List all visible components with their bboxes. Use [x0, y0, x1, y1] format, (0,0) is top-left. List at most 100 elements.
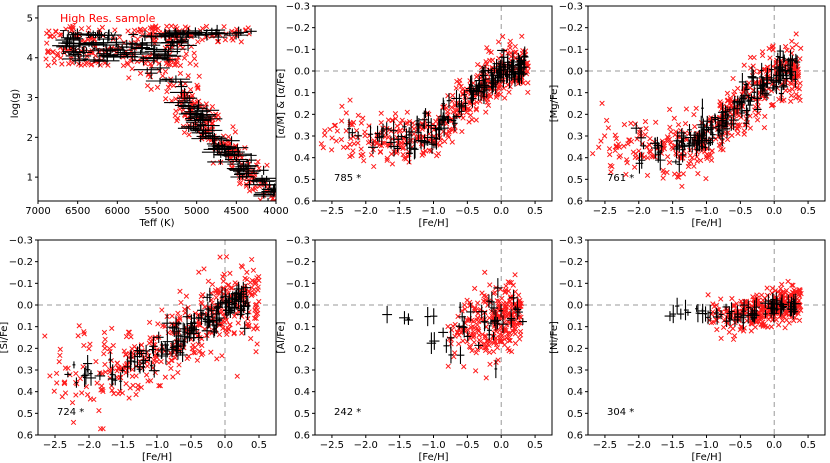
- legend-this-study: This study: [59, 28, 117, 41]
- point-high-res: [51, 388, 57, 394]
- point-this-study: [175, 327, 183, 345]
- point-high-res: [255, 158, 261, 165]
- point-high-res: [478, 345, 484, 351]
- point-this-study: [182, 306, 192, 327]
- point-this-study: [237, 293, 243, 301]
- point-this-study: [490, 310, 501, 331]
- point-high-res: [646, 148, 653, 154]
- point-high-res: [251, 286, 257, 293]
- x-tick-label: 0.5: [800, 440, 816, 451]
- point-high-res: [347, 97, 353, 103]
- point-high-res: [497, 336, 503, 343]
- point-this-study: [98, 34, 118, 44]
- count-label: 242 *: [334, 407, 361, 418]
- point-high-res: [392, 111, 399, 117]
- point-this-study: [439, 109, 443, 131]
- point-high-res: [384, 157, 390, 163]
- x-tick-label: −0.5: [455, 440, 479, 451]
- x-tick-label: 0.0: [493, 440, 509, 451]
- point-high-res: [761, 124, 768, 131]
- point-high-res: [730, 75, 736, 82]
- point-this-study: [759, 62, 764, 79]
- point-this-study: [144, 67, 158, 80]
- point-this-study: [784, 70, 790, 81]
- point-high-res: [753, 112, 759, 118]
- point-high-res: [239, 330, 245, 336]
- point-high-res: [689, 155, 695, 161]
- point-high-res: [78, 26, 85, 32]
- point-high-res: [484, 45, 490, 51]
- point-this-study: [503, 53, 513, 71]
- point-this-study: [474, 82, 483, 101]
- point-high-res: [724, 136, 731, 143]
- point-high-res: [691, 111, 697, 118]
- point-high-res: [171, 62, 178, 68]
- point-high-res: [88, 34, 94, 41]
- point-this-study: [721, 112, 725, 134]
- point-this-study: [134, 359, 146, 374]
- point-high-res: [398, 120, 404, 127]
- point-high-res: [189, 92, 195, 99]
- point-this-study: [790, 294, 798, 314]
- point-high-res: [762, 113, 768, 120]
- y-axis-label: [Mg/Fe]: [549, 85, 560, 123]
- point-high-res: [492, 289, 498, 296]
- point-this-study: [778, 297, 784, 313]
- point-high-res: [199, 342, 205, 349]
- point-this-study: [695, 304, 701, 323]
- point-high-res: [512, 272, 518, 278]
- point-high-res: [460, 338, 466, 344]
- point-high-res: [404, 109, 410, 115]
- point-high-res: [473, 117, 479, 123]
- point-high-res: [332, 122, 338, 128]
- point-this-study: [521, 52, 528, 60]
- plot-area: [588, 6, 825, 201]
- point-high-res: [796, 297, 802, 304]
- point-high-res: [457, 77, 463, 83]
- point-high-res: [704, 155, 710, 162]
- point-high-res: [482, 332, 488, 339]
- point-this-study: [458, 312, 466, 322]
- point-this-study: [459, 320, 468, 334]
- point-high-res: [501, 85, 507, 91]
- point-this-study: [742, 104, 751, 117]
- point-high-res: [355, 112, 361, 118]
- x-tick-label: −1.0: [421, 440, 445, 451]
- point-high-res: [512, 340, 519, 346]
- point-high-res: [182, 24, 188, 30]
- point-high-res: [223, 317, 230, 323]
- point-high-res: [347, 153, 353, 160]
- point-high-res: [371, 163, 377, 170]
- point-high-res: [394, 123, 400, 129]
- point-high-res: [178, 299, 184, 306]
- point-high-res: [170, 374, 176, 380]
- point-high-res: [42, 333, 48, 339]
- point-high-res: [428, 148, 434, 154]
- point-this-study: [174, 102, 192, 109]
- point-high-res: [183, 293, 190, 299]
- point-this-study: [726, 306, 733, 321]
- point-this-study: [495, 317, 500, 330]
- point-high-res: [76, 323, 82, 329]
- point-high-res: [737, 327, 743, 333]
- point-this-study: [402, 122, 407, 132]
- point-this-study: [153, 50, 182, 62]
- point-high-res: [624, 160, 630, 166]
- point-this-study: [765, 294, 772, 308]
- point-this-study: [704, 306, 707, 322]
- point-this-study: [222, 293, 230, 311]
- point-high-res: [632, 121, 639, 127]
- point-high-res: [102, 361, 108, 368]
- point-high-res: [709, 148, 715, 154]
- y-tick-label: 0.5: [17, 409, 33, 420]
- point-high-res: [704, 151, 710, 157]
- point-this-study: [194, 119, 207, 130]
- point-this-study: [431, 125, 440, 131]
- point-high-res: [510, 282, 516, 288]
- point-this-study: [195, 314, 202, 322]
- point-this-study: [185, 118, 206, 126]
- point-high-res: [221, 271, 227, 277]
- point-high-res: [125, 28, 131, 34]
- point-high-res: [486, 48, 492, 55]
- point-high-res: [642, 118, 649, 125]
